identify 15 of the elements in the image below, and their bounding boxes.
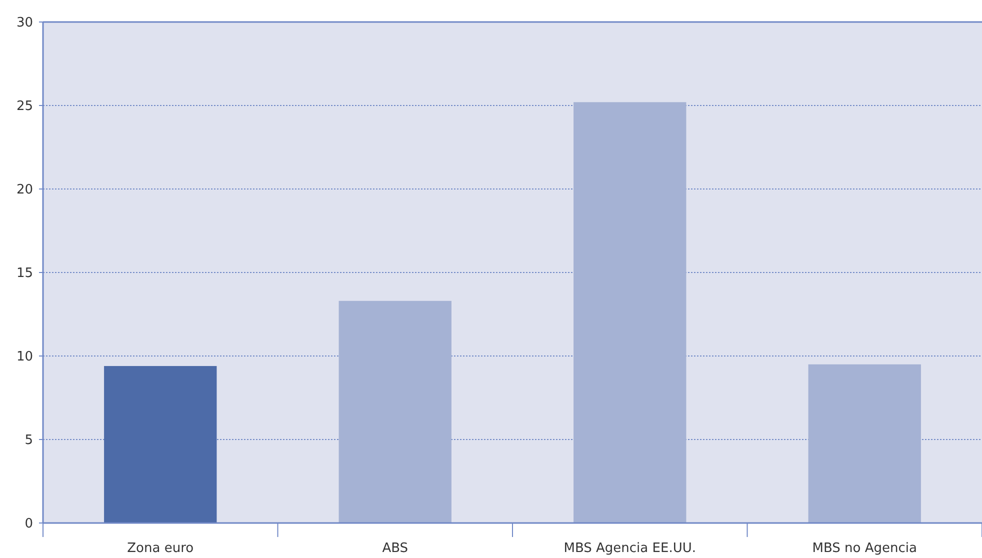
y-tick-label: 30 xyxy=(16,16,33,31)
x-tick-label: Zona euro xyxy=(127,541,194,556)
y-tick-label: 0 xyxy=(24,516,33,532)
x-tick-label: ABS xyxy=(382,541,408,556)
y-tick-label: 10 xyxy=(16,350,33,365)
bar xyxy=(808,364,921,523)
bar xyxy=(574,102,686,523)
y-tick-label: 25 xyxy=(16,99,33,114)
y-tick-label: 20 xyxy=(16,182,33,198)
x-tick-label: MBS no Agencia xyxy=(812,541,917,556)
y-tick-label: 15 xyxy=(16,266,33,282)
y-tick-label: 5 xyxy=(24,433,33,448)
bar xyxy=(104,366,217,523)
x-tick-label: MBS Agencia EE.UU. xyxy=(564,541,696,556)
bar xyxy=(338,300,452,523)
